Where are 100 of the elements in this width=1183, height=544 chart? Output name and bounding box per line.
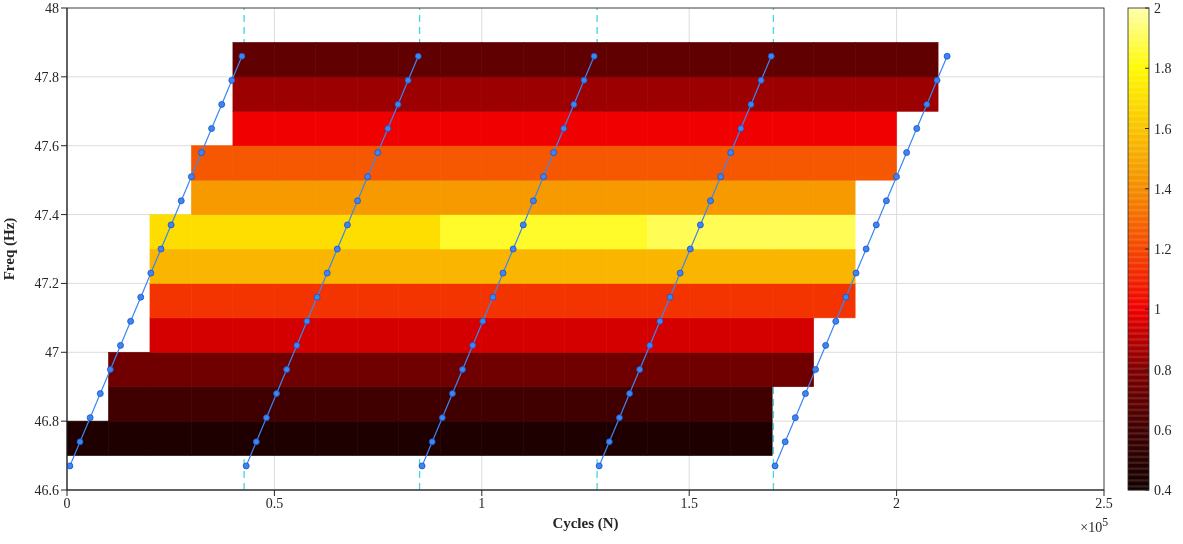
point [730,214,773,250]
point [813,76,856,112]
point [564,283,607,319]
point [560,125,568,132]
point [252,438,260,446]
point [896,42,939,78]
point [398,248,441,284]
point [440,420,483,456]
point [274,283,317,319]
color-bar-label: 1.6 [1154,121,1172,137]
point [564,110,607,147]
point [232,386,275,422]
point [208,125,215,132]
point [232,351,275,388]
point [357,317,400,353]
point [605,283,649,319]
point [481,76,524,112]
point [86,414,94,422]
point [149,214,192,250]
point [315,283,358,319]
point [232,110,275,147]
point [522,317,566,353]
point [913,125,921,132]
point [812,366,819,373]
point [323,269,331,277]
point [564,42,607,78]
point [315,386,358,422]
point [274,420,317,456]
point [802,390,809,397]
point [440,283,483,319]
point [315,317,358,353]
point [757,76,765,84]
point [730,110,773,147]
point [344,221,351,229]
point [666,293,674,301]
point [147,269,155,277]
point [108,351,151,388]
y-axis-title: Freq (Hz) [1,217,19,281]
point [149,420,192,456]
point [595,462,603,470]
y-tick-label: 47.6 [34,138,59,154]
point [440,317,483,353]
point [67,420,109,456]
point [550,149,558,156]
point [564,179,607,215]
point [191,351,234,388]
point [481,110,524,147]
point [459,366,466,373]
point [315,76,358,112]
point [647,317,690,353]
color-bar-label: 0.8 [1154,362,1172,378]
x-tick-label: 2.5 [1095,495,1113,511]
point [522,214,566,250]
point [564,76,607,112]
point [605,386,649,422]
point [274,110,317,147]
point [730,248,773,284]
point [771,351,814,388]
point [315,420,358,456]
point [943,52,951,60]
point [813,214,856,250]
point [398,283,441,319]
point [771,462,779,470]
point [398,317,441,353]
point [688,386,731,422]
point [647,386,690,422]
point [274,145,317,181]
point [274,351,317,388]
point [564,248,607,284]
point [357,179,400,215]
point [530,197,537,205]
point [293,342,301,349]
point [149,317,192,353]
point [636,366,644,373]
point [730,386,773,422]
point [398,420,441,456]
point [854,110,897,147]
color-bar-label: 1 [1154,302,1161,318]
point [564,420,607,456]
x-axis-title: Cycles (N) [552,515,619,532]
point [481,283,524,319]
point [232,248,275,284]
point [357,145,400,181]
x-tick-label: 0.5 [265,495,284,511]
point [481,179,524,215]
point [315,145,358,181]
point [357,386,400,422]
point [854,42,897,78]
point [883,197,890,205]
point [564,317,607,353]
point [688,248,731,284]
point [688,420,731,456]
y-tick-label: 47.2 [34,276,59,292]
point [626,390,633,397]
point [688,42,731,78]
point [489,293,497,301]
color-bar-label: 1.4 [1154,181,1172,197]
x-tick-label: 0 [63,495,71,511]
point [822,342,830,349]
point [149,283,192,319]
